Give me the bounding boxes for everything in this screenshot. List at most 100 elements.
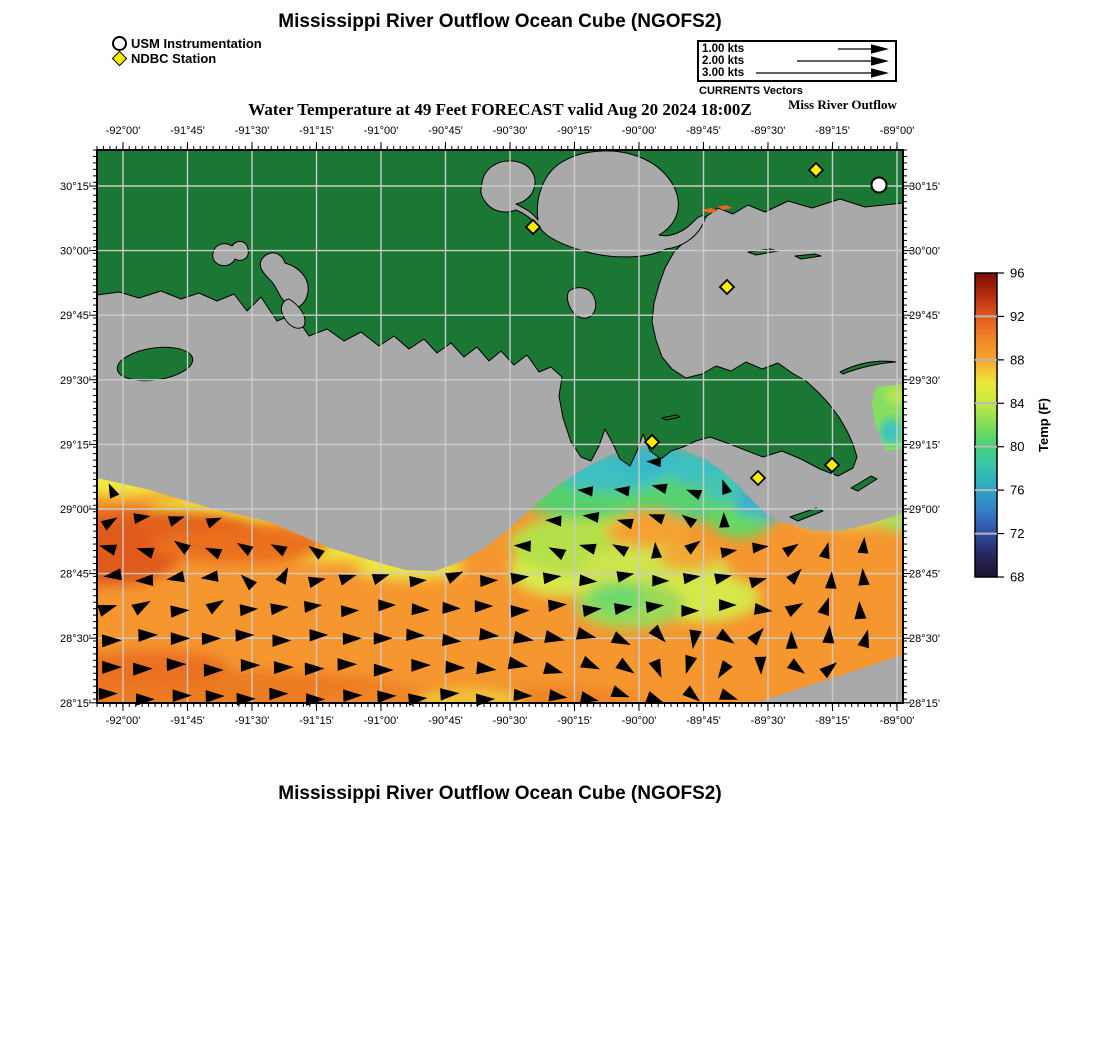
current-arrow-icon	[547, 599, 568, 612]
vector-legend-row: 2.00 kts	[702, 55, 892, 67]
current-arrow-icon	[409, 575, 427, 588]
current-arrow-icon	[616, 571, 635, 583]
axis-tick-label: -92°00'	[106, 715, 141, 727]
current-arrow-icon	[818, 542, 830, 560]
current-arrow-icon	[133, 513, 151, 524]
current-arrow-icon	[136, 547, 155, 559]
axis-tick-label: -89°00'	[880, 715, 915, 727]
current-arrow-icon	[747, 627, 764, 646]
current-arrow-icon	[507, 656, 529, 670]
current-arrow-icon	[273, 661, 294, 675]
current-arrow-icon	[343, 689, 363, 703]
current-arrow-icon	[474, 600, 494, 613]
barrier-island	[839, 360, 897, 375]
current-arrow-icon	[651, 541, 663, 559]
current-arrow-icon	[307, 576, 326, 588]
current-arrow-icon	[786, 658, 806, 674]
current-arrow-icon	[681, 514, 698, 529]
axis-tick-label: 28°15'	[909, 698, 940, 710]
current-arrow-icon	[272, 634, 292, 647]
current-arrow-icon	[513, 540, 531, 552]
current-arrow-icon	[752, 542, 769, 554]
current-arrow-icon	[203, 663, 224, 677]
current-arrow-icon	[479, 627, 500, 641]
current-arrow-icon	[205, 517, 222, 529]
current-arrow-icon	[579, 574, 598, 587]
station-markers	[524, 161, 888, 487]
vector-legend-row: 3.00 kts	[702, 67, 892, 79]
axis-tick-label: -91°15'	[299, 715, 334, 727]
current-arrow-icon	[545, 515, 562, 527]
current-arrow-icon	[236, 542, 254, 556]
current-arrow-icon	[648, 514, 666, 525]
current-arrow-icon	[131, 600, 151, 616]
axis-tick-label: 29°00'	[60, 504, 91, 516]
ndbc-station-marker	[524, 218, 542, 236]
current-arrow-icon	[645, 691, 665, 704]
current-arrow-icon	[651, 483, 668, 495]
current-arrow-icon	[825, 571, 837, 589]
axis-tick-label: 28°45'	[909, 569, 940, 581]
footer-title: Mississippi River Outflow Ocean Cube (NG…	[278, 783, 722, 804]
current-arrow-icon	[239, 604, 259, 617]
current-arrow-icon	[373, 663, 394, 677]
axis-tick-label: -90°45'	[428, 715, 463, 727]
axis-tick-label: -90°00'	[622, 715, 657, 727]
barrier-island	[661, 414, 681, 421]
current-arrow-icon	[754, 656, 767, 675]
axis-tick-label: -90°30'	[493, 715, 528, 727]
current-arrow-icon	[442, 601, 461, 614]
current-arrow-icon	[513, 688, 533, 702]
current-arrow-icon	[579, 691, 599, 704]
colorbar-tick-label: 80	[1010, 439, 1024, 454]
current-arrow-icon	[648, 658, 662, 679]
current-arrow-icon	[309, 629, 329, 642]
colorbar: 96 92 88 84 80 76 72 68 Temp (F)	[974, 266, 1051, 585]
axis-tick-label: 30°00'	[60, 246, 91, 258]
current-arrow-icon	[722, 479, 733, 496]
colorbar-tick-label: 92	[1010, 309, 1024, 324]
no-data-wedge	[755, 655, 903, 703]
current-arrow-icon	[235, 629, 255, 642]
current-arrow-icon	[714, 573, 732, 585]
axis-tick-label: -91°30'	[235, 125, 270, 137]
current-arrow-icon	[275, 567, 289, 585]
current-arrow-icon	[612, 544, 630, 557]
current-arrow-icon	[108, 483, 120, 499]
current-arrow-icon	[580, 655, 601, 670]
current-arrow-icon	[200, 570, 219, 582]
colorbar-title: Temp (F)	[1036, 398, 1051, 452]
current-arrow-icon	[613, 603, 633, 615]
current-arrow-icon	[857, 537, 869, 554]
current-arrow-icon	[754, 602, 773, 615]
current-arrow-icon	[204, 547, 223, 560]
current-arrow-icon	[577, 486, 594, 497]
current-arrow-icon	[582, 512, 600, 523]
vector-legend-label: 1.00 kts	[702, 43, 745, 55]
current-arrow-icon	[689, 629, 702, 650]
map-frame	[96, 149, 904, 704]
current-arrow-icon	[308, 545, 325, 560]
colorbar-tick-label: 68	[1010, 570, 1024, 585]
colorbar-tick-label: 84	[1010, 396, 1024, 411]
axis-tick-label: 29°45'	[60, 310, 91, 322]
current-arrow-icon	[132, 662, 153, 676]
axis-tick-label: 28°30'	[60, 633, 91, 645]
current-arrow-icon	[167, 516, 185, 527]
usm-circle-icon	[112, 36, 127, 51]
current-arrow-icon	[784, 602, 804, 617]
current-arrow-icon	[406, 628, 426, 642]
current-arrow-icon	[170, 605, 190, 618]
ndbc-legend-label: NDBC Station	[131, 51, 217, 66]
barrier-island	[794, 253, 822, 260]
current-arrow-icon	[480, 575, 499, 588]
current-arrow-icon	[99, 544, 118, 556]
current-arrow-icon	[542, 572, 562, 585]
lake	[259, 252, 309, 309]
current-arrow-icon	[719, 599, 737, 612]
axis-tick-label: -89°45'	[686, 715, 721, 727]
current-arrow-icon	[445, 660, 466, 674]
current-arrow-icon	[579, 543, 597, 555]
